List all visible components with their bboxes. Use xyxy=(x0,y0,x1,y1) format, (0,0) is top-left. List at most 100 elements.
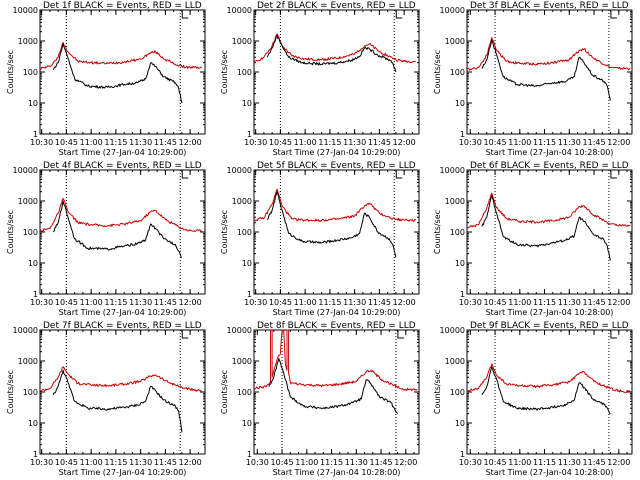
x-tick-label: 10:30 xyxy=(244,298,267,307)
x-tick-label: 12:00 xyxy=(179,298,202,307)
detector-panel: Det 1f BLACK = Events, RED = LLD 1 10 100 10… xyxy=(6,1,206,157)
y-tick-label: 100 xyxy=(450,228,465,237)
x-tick-label: 11:15 xyxy=(104,458,127,467)
y-tick-label: 10000 xyxy=(13,326,38,335)
y-tick-label: 100 xyxy=(23,228,38,237)
bracket-mark xyxy=(395,170,403,179)
y-axis-label: Counts/sec xyxy=(433,370,442,414)
y-tick-label: 1 xyxy=(33,290,38,299)
y-axis-label: Counts/sec xyxy=(220,210,229,254)
x-tick-label: 12:00 xyxy=(179,138,202,147)
x-tick-label: 11:15 xyxy=(104,138,127,147)
series-line-lld xyxy=(466,363,631,394)
y-tick-label: 10 xyxy=(242,259,252,268)
y-tick-label: 1 xyxy=(247,450,252,459)
y-tick-label: 1 xyxy=(460,290,465,299)
x-tick-label: 11:45 xyxy=(368,298,391,307)
x-tick-label: 11:15 xyxy=(533,458,556,467)
series-line-lld xyxy=(253,329,418,392)
y-tick-label: 1000 xyxy=(232,357,252,366)
x-tick-label: 11:45 xyxy=(154,298,177,307)
series-line-events xyxy=(481,39,611,101)
x-tick-label: 12:00 xyxy=(607,458,630,467)
series-line-lld xyxy=(39,198,203,233)
x-tick-label: 10:30 xyxy=(244,138,267,147)
series-line-events xyxy=(52,43,183,104)
x-tick-label: 11:45 xyxy=(583,458,606,467)
y-tick-label: 1 xyxy=(460,130,465,139)
y-tick-label: 10000 xyxy=(440,6,465,15)
panel-title: Det 4f BLACK = Events, RED = LLD xyxy=(43,161,202,171)
series-line-lld xyxy=(39,41,202,70)
y-tick-label: 100 xyxy=(237,68,252,77)
x-tick-label: 11:00 xyxy=(295,458,318,467)
x-axis-label: Start Time (27-Jan-04 10:28:00) xyxy=(486,308,614,317)
y-tick-label: 100 xyxy=(450,388,465,397)
series-line-events xyxy=(481,366,611,415)
x-tick-label: 11:30 xyxy=(343,138,366,147)
y-axis-label: Counts/sec xyxy=(6,50,15,94)
y-tick-label: 100 xyxy=(23,68,38,77)
bracket-mark xyxy=(610,10,617,19)
y-tick-label: 1000 xyxy=(18,37,38,46)
plot-frame xyxy=(466,169,633,295)
y-tick-label: 10000 xyxy=(440,326,465,335)
detector-panel: Det 5f BLACK = Events, RED = LLD 1 10 100 10… xyxy=(220,161,420,317)
detector-panel: Det 3f BLACK = Events, RED = LLD 1 10 100 10… xyxy=(433,1,633,157)
x-tick-label: 11:45 xyxy=(154,138,177,147)
y-tick-label: 1 xyxy=(247,130,252,139)
y-tick-label: 10000 xyxy=(13,166,38,175)
y-axis-label: Counts/sec xyxy=(220,50,229,94)
x-tick-label: 11:00 xyxy=(80,458,103,467)
plot-frame xyxy=(466,329,633,455)
y-tick-label: 10 xyxy=(28,259,38,268)
x-tick-label: 11:00 xyxy=(508,458,531,467)
y-axis-label: Counts/sec xyxy=(6,370,15,414)
x-tick-label: 10:45 xyxy=(55,458,78,467)
x-tick-label: 10:45 xyxy=(484,458,507,467)
y-tick-label: 10000 xyxy=(227,6,252,15)
y-tick-label: 1000 xyxy=(18,197,38,206)
y-tick-label: 10 xyxy=(28,99,38,108)
y-tick-label: 1000 xyxy=(18,357,38,366)
series-line-lld xyxy=(466,37,631,71)
x-tick-label: 10:30 xyxy=(246,458,269,467)
y-tick-label: 1000 xyxy=(445,197,465,206)
y-axis-label: Counts/sec xyxy=(6,210,15,254)
x-tick-label: 11:15 xyxy=(318,138,341,147)
x-tick-label: 10:45 xyxy=(484,298,507,307)
detector-panel: Det 8f BLACK = Events, RED = LLD 1 10 100 10… xyxy=(220,321,420,477)
x-tick-label: 12:00 xyxy=(393,138,416,147)
y-tick-label: 10000 xyxy=(13,6,38,15)
plot-frame xyxy=(253,329,420,455)
y-tick-label: 10 xyxy=(455,259,465,268)
series-line-events xyxy=(266,191,397,258)
x-tick-label: 10:45 xyxy=(55,138,78,147)
x-tick-label: 11:00 xyxy=(294,138,317,147)
panel-title: Det 3f BLACK = Events, RED = LLD xyxy=(470,1,629,11)
x-tick-label: 11:45 xyxy=(154,458,177,467)
x-tick-label: 10:45 xyxy=(269,138,292,147)
panel-title: Det 5f BLACK = Events, RED = LLD xyxy=(257,161,416,171)
y-tick-label: 10 xyxy=(455,419,465,428)
bracket-mark xyxy=(181,170,189,179)
detector-panel: Det 7f BLACK = Events, RED = LLD 1 10 100 10… xyxy=(6,321,206,477)
x-tick-label: 10:45 xyxy=(55,298,78,307)
y-tick-label: 10000 xyxy=(227,326,252,335)
y-tick-label: 10 xyxy=(242,419,252,428)
detector-panel: Det 4f BLACK = Events, RED = LLD 1 10 100 10… xyxy=(6,161,206,317)
x-tick-label: 11:15 xyxy=(533,298,556,307)
x-axis-label: Start Time (27-Jan-04 10:29:00) xyxy=(59,468,187,477)
y-tick-label: 10 xyxy=(455,99,465,108)
detector-panel: Det 2f BLACK = Events, RED = LLD 1 10 100 10… xyxy=(220,1,420,157)
y-tick-label: 100 xyxy=(237,388,252,397)
bracket-mark xyxy=(610,170,617,179)
x-tick-label: 11:15 xyxy=(320,458,343,467)
x-tick-label: 12:00 xyxy=(393,298,416,307)
panel-title: Det 2f BLACK = Events, RED = LLD xyxy=(257,1,416,11)
series-line-lld xyxy=(253,33,416,63)
plot-frame xyxy=(466,9,633,135)
x-tick-label: 10:30 xyxy=(459,138,482,147)
x-tick-label: 11:45 xyxy=(583,298,606,307)
